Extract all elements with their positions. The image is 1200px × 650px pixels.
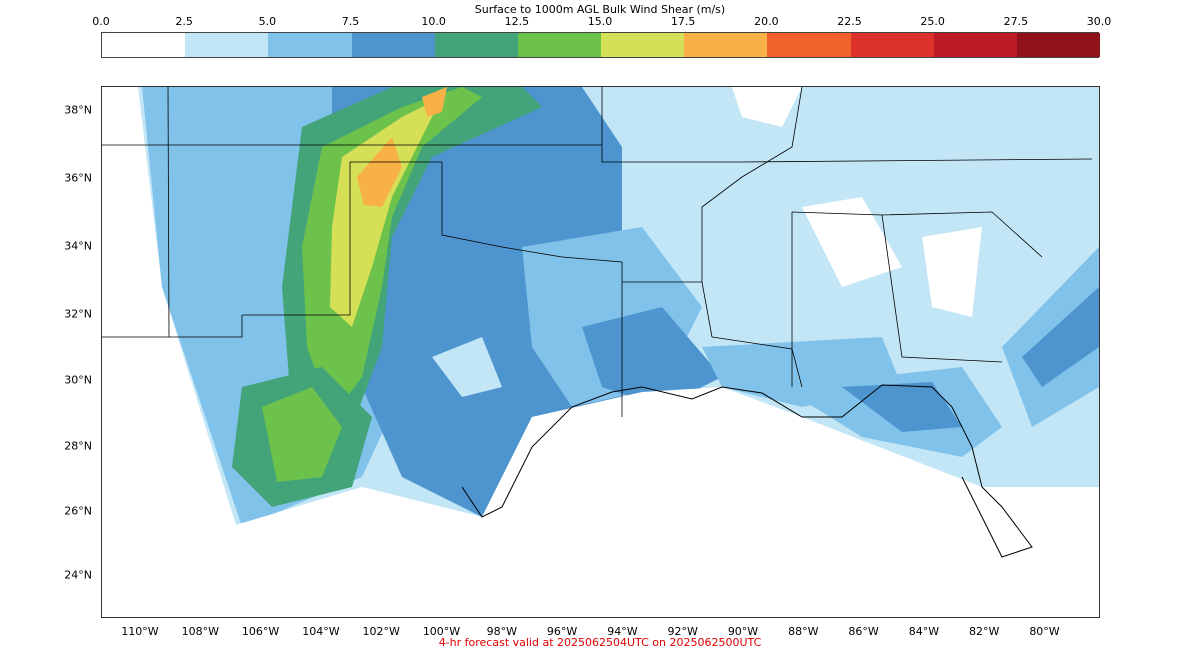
colorbar-segment <box>185 33 269 57</box>
latitude-label: 24°N <box>64 568 92 582</box>
colorbar-tick-label: 25.0 <box>920 15 945 28</box>
longitude-label: 94°W <box>607 625 638 638</box>
colorbar-tick-label: 2.5 <box>175 15 193 28</box>
colorbar-segment <box>268 33 352 57</box>
shear-field <box>138 87 1099 525</box>
colorbar-segment <box>601 33 685 57</box>
colorbar-tick-label: 15.0 <box>587 15 613 28</box>
colorbar-tick-label: 10.0 <box>421 15 446 28</box>
colorbar-segment <box>434 33 519 57</box>
colorbar-tick-label: 22.5 <box>837 15 862 28</box>
coastline <box>461 384 1033 558</box>
colorbar-segment <box>1016 33 1101 57</box>
latitude-label: 38°N <box>64 103 92 117</box>
colorbar-tick-label: 0.0 <box>92 15 110 28</box>
longitude-label: 86°W <box>848 625 879 638</box>
colorbar-tick-label: 30.0 <box>1086 15 1112 28</box>
map-canvas <box>102 87 1099 617</box>
longitude-label: 82°W <box>969 625 1000 638</box>
colorbar-segment <box>517 33 602 57</box>
colorbar-segment <box>684 33 768 57</box>
colorbar-tick-label: 5.0 <box>258 15 277 28</box>
colorbar <box>101 32 1101 58</box>
colorbar-tick-label: 20.0 <box>754 15 779 28</box>
colorbar-ticks: 0.0 2.5 5.0 7.5 10.0 12.5 15.0 17.5 20.0 22.5 25.0… <box>0 15 1200 29</box>
colorbar-segment <box>933 33 1018 57</box>
forecast-valid-text: 4-hr forecast valid at 2025062504UTC on … <box>438 636 762 649</box>
latitude-label: 36°N <box>64 171 92 185</box>
longitude-label: 92°W <box>667 625 698 638</box>
state-borders <box>102 87 1093 417</box>
longitude-label: 96°W <box>546 625 578 638</box>
longitude-label: 88°W <box>788 625 819 638</box>
colorbar-segment <box>102 33 186 57</box>
latitude-label: 32°N <box>64 307 92 321</box>
colorbar-segment <box>850 33 935 57</box>
longitude-label: 108°W <box>181 625 219 638</box>
gulf-of-mexico <box>102 387 1099 617</box>
latitude-label: 34°N <box>64 239 92 253</box>
longitude-label: 110°W <box>121 625 159 638</box>
colorbar-tick-label: 12.5 <box>504 15 530 28</box>
longitude-label: 100°W <box>422 625 461 638</box>
longitude-label: 102°W <box>362 625 400 638</box>
latitude-label: 28°N <box>64 439 92 453</box>
colorbar-tick-label: 17.5 <box>670 15 696 28</box>
latitude-label: 30°N <box>64 373 92 387</box>
map-frame <box>101 86 1100 618</box>
colorbar-segment <box>767 33 851 57</box>
colorbar-title: Surface to 1000m AGL Bulk Wind Shear (m/… <box>474 3 726 16</box>
longitude-label: 90°W <box>727 625 759 638</box>
colorbar-segment <box>351 33 436 57</box>
longitude-label: 104°W <box>302 625 340 638</box>
longitude-label: 98°W <box>486 625 517 638</box>
longitude-label: 106°W <box>241 625 280 638</box>
colorbar-tick-label: 27.5 <box>1003 15 1029 28</box>
colorbar-tick-label: 7.5 <box>341 15 360 28</box>
longitude-label: 80°W <box>1029 625 1060 638</box>
latitude-label: 26°N <box>64 504 92 518</box>
longitude-label: 84°W <box>908 625 940 638</box>
